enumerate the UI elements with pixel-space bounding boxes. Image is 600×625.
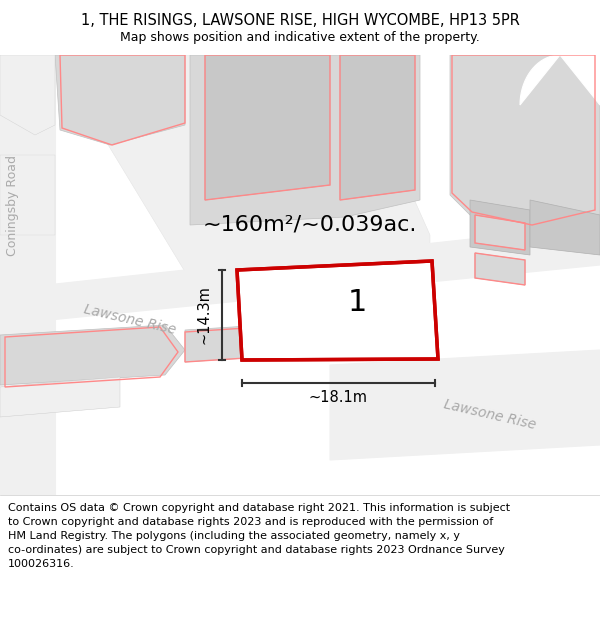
Text: ~14.3m: ~14.3m: [197, 286, 212, 344]
Text: Coningsby Road: Coningsby Road: [7, 154, 20, 256]
Polygon shape: [330, 350, 600, 460]
Polygon shape: [0, 55, 55, 135]
Polygon shape: [340, 55, 415, 200]
Polygon shape: [520, 55, 600, 105]
Polygon shape: [0, 225, 600, 325]
Polygon shape: [475, 215, 525, 250]
Text: ~160m²/~0.039ac.: ~160m²/~0.039ac.: [203, 215, 417, 235]
Polygon shape: [475, 253, 525, 285]
Polygon shape: [470, 200, 530, 255]
Polygon shape: [450, 55, 600, 230]
Text: Lawsone Rise: Lawsone Rise: [83, 302, 178, 338]
Text: Lawsone Rise: Lawsone Rise: [443, 398, 538, 432]
Polygon shape: [205, 55, 330, 200]
Polygon shape: [185, 323, 295, 362]
Polygon shape: [0, 325, 185, 385]
Text: ~18.1m: ~18.1m: [309, 391, 368, 406]
Text: 1, THE RISINGS, LAWSONE RISE, HIGH WYCOMBE, HP13 5PR: 1, THE RISINGS, LAWSONE RISE, HIGH WYCOM…: [80, 13, 520, 28]
Polygon shape: [190, 55, 420, 225]
Text: Contains OS data © Crown copyright and database right 2021. This information is : Contains OS data © Crown copyright and d…: [8, 503, 510, 569]
Polygon shape: [90, 55, 430, 280]
Polygon shape: [0, 55, 55, 495]
Polygon shape: [0, 55, 600, 495]
Text: Map shows position and indicative extent of the property.: Map shows position and indicative extent…: [120, 31, 480, 44]
Polygon shape: [530, 200, 600, 255]
Polygon shape: [237, 261, 438, 360]
Polygon shape: [0, 377, 120, 417]
Polygon shape: [55, 55, 185, 145]
Polygon shape: [0, 155, 55, 235]
Text: 1: 1: [347, 288, 367, 317]
